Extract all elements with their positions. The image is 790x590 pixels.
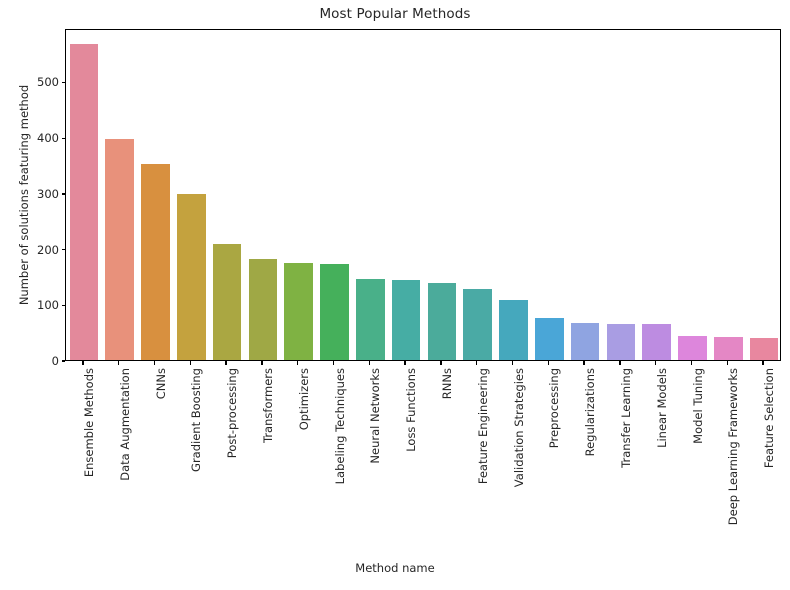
y-tick-label: 400: [37, 131, 59, 146]
x-tick-label: Feature Selection: [762, 368, 777, 469]
x-tick-mark: [118, 361, 120, 365]
y-tick-mark: [61, 193, 65, 195]
x-tick-label: RNNs: [439, 368, 454, 400]
x-tick-mark: [690, 361, 693, 365]
x-tick-label: Validation Strategies: [511, 368, 526, 488]
x-tick-label: Deep Learning Frameworks: [726, 368, 741, 526]
x-tick-mark: [440, 361, 442, 365]
bar[interactable]: [642, 324, 671, 360]
x-axis: Ensemble Methods Data Augmentation CNNs Gra…: [65, 361, 781, 561]
x-tick-mark: [583, 361, 585, 365]
x-tick-mark: [189, 361, 191, 365]
x-tick-label: Transformers: [260, 368, 275, 443]
bar[interactable]: [678, 335, 707, 360]
x-tick-mark: [762, 361, 764, 365]
x-tick-mark: [368, 361, 370, 365]
x-tick-label: Feature Engineering: [475, 368, 490, 485]
x-tick-mark: [511, 361, 514, 365]
bar[interactable]: [141, 164, 170, 360]
x-tick-label: CNNs: [153, 368, 168, 400]
x-tick-mark: [82, 361, 84, 365]
bar[interactable]: [284, 262, 313, 360]
x-tick-label: Ensemble Methods: [81, 368, 96, 478]
y-tick-label: 100: [37, 298, 59, 313]
y-tick-label: 300: [37, 186, 59, 201]
bar[interactable]: [713, 336, 743, 360]
bar[interactable]: [749, 337, 779, 360]
x-tick-mark: [153, 361, 156, 365]
x-tick-mark: [225, 361, 227, 365]
x-tick-mark: [476, 361, 478, 365]
x-tick-label: Model Tuning: [690, 368, 705, 444]
y-axis-label: Number of solutions featuring method: [17, 84, 31, 306]
bar[interactable]: [570, 322, 600, 360]
chart-title: Most Popular Methods: [319, 6, 471, 22]
bar[interactable]: [499, 299, 528, 360]
bars-layer: [66, 30, 780, 360]
x-tick-label: Loss Functions: [404, 368, 419, 452]
bar[interactable]: [391, 280, 421, 360]
bar[interactable]: [463, 288, 492, 360]
x-tick-label: Labeling Techniques: [332, 368, 347, 485]
bar[interactable]: [320, 264, 349, 360]
x-tick-label: Transfer Learning: [618, 368, 633, 468]
x-tick-mark: [297, 361, 299, 365]
x-tick-mark: [726, 361, 728, 365]
x-tick-mark: [404, 361, 406, 365]
y-tick-mark: [61, 248, 65, 251]
bar[interactable]: [355, 278, 385, 360]
plot-area: [65, 29, 781, 361]
x-tick-mark: [655, 361, 657, 365]
x-tick-label: Preprocessing: [547, 368, 562, 449]
y-tick-mark: [61, 304, 65, 306]
y-tick-mark: [61, 360, 65, 362]
x-tick-mark: [547, 361, 549, 365]
y-tick-mark: [61, 81, 65, 84]
y-tick-mark: [61, 137, 65, 139]
bar[interactable]: [248, 258, 278, 360]
y-tick-label: 200: [37, 242, 59, 257]
x-tick-mark: [619, 361, 621, 365]
x-tick-label: Linear Models: [654, 368, 669, 448]
y-tick-label: 0: [51, 354, 59, 368]
x-tick-label: Neural Networks: [368, 368, 383, 464]
y-axis: 0 100 200 300 400 500: [0, 29, 65, 368]
y-tick-label: 500: [37, 75, 59, 90]
x-tick-label: Data Augmentation: [117, 368, 132, 481]
x-tick-mark: [261, 361, 263, 365]
bar[interactable]: [105, 139, 134, 360]
x-tick-mark: [332, 361, 335, 365]
x-tick-label: Gradient Boosting: [189, 368, 204, 472]
bar[interactable]: [69, 43, 99, 360]
bar[interactable]: [534, 317, 564, 360]
x-tick-label: Regularizations: [583, 368, 598, 457]
bar[interactable]: [176, 194, 206, 360]
bar[interactable]: [606, 324, 636, 360]
x-axis-label: Method name: [355, 561, 435, 575]
bar[interactable]: [212, 244, 242, 360]
x-tick-label: Optimizers: [296, 368, 311, 431]
bar[interactable]: [427, 282, 457, 360]
x-tick-label: Post-processing: [225, 368, 240, 459]
